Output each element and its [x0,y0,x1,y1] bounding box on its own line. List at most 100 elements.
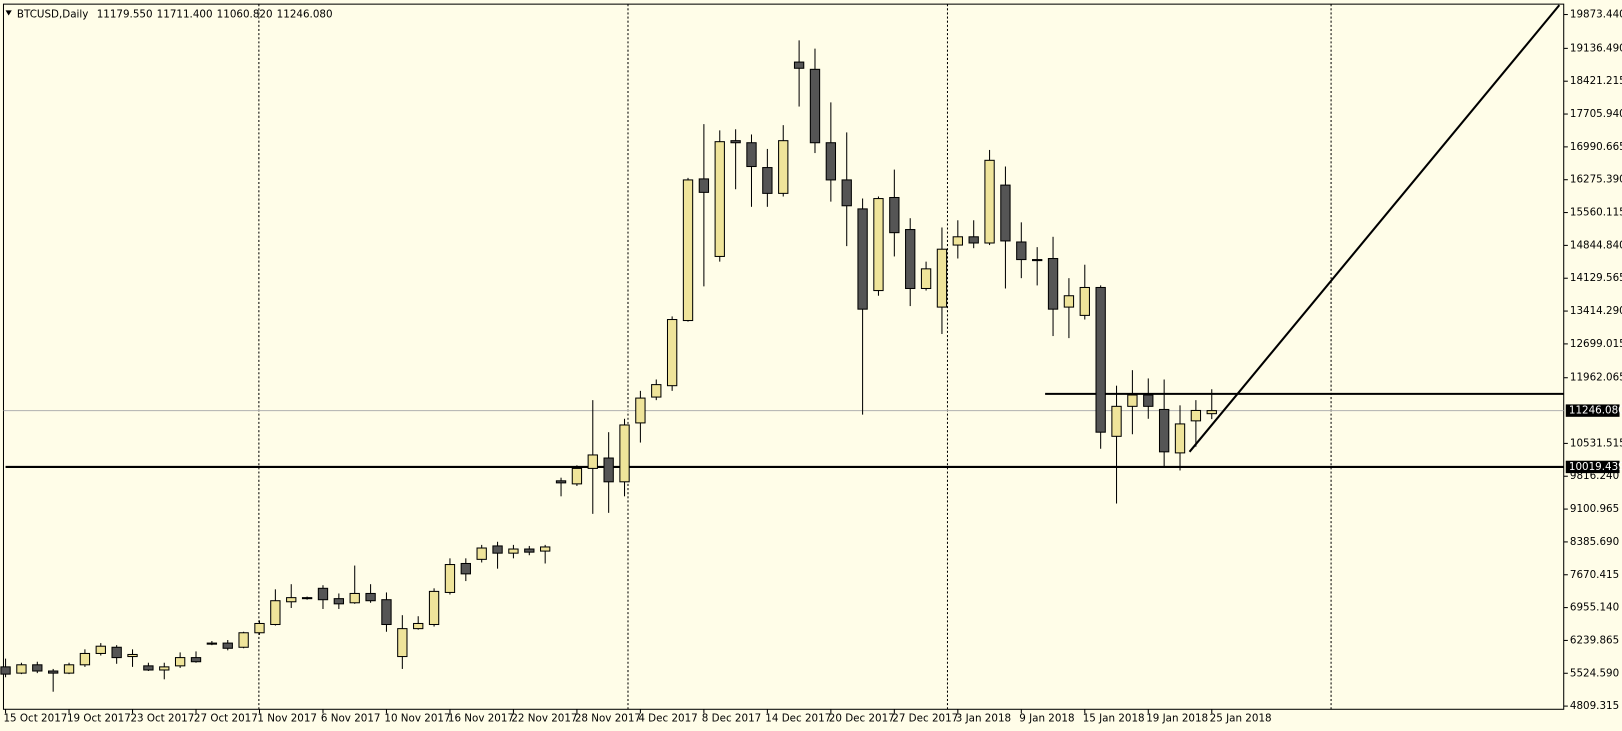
x-tick-label: 19 Oct 2017 [67,713,131,725]
x-tick-label: 27 Oct 2017 [194,713,258,725]
candle-body [587,454,598,469]
candle-body [222,642,233,649]
candle-body [1127,394,1138,407]
y-tick-label: 19873.440 [1570,9,1622,21]
y-tick-label: 19136.490 [1570,42,1622,54]
candle-body [301,597,313,600]
header-low: 11060.820 [217,8,273,20]
x-tick-label: 19 Jan 2018 [1146,713,1208,725]
x-tick-label: 4 Dec 2017 [638,713,697,725]
candle-body [365,592,376,602]
trendline [1188,4,1561,453]
candle-body [524,548,535,553]
candle-body [286,597,297,603]
y-tick-label: 5524.590 [1570,667,1619,679]
candle-body [746,142,757,168]
y-tick-label: 12699.015 [1570,338,1622,350]
candle-body [905,229,916,290]
candle-body [603,457,614,483]
candle-body [1063,295,1075,308]
x-tick-label: 9 Jan 2018 [1019,713,1074,725]
candle-body [254,622,265,634]
candle-body [555,480,567,484]
x-tick-label: 28 Nov 2017 [575,713,641,725]
candle-body [0,666,11,675]
x-tick-label: 8 Dec 2017 [702,713,761,725]
bid-box [1565,404,1620,417]
bid-label: 11246.080 [1569,405,1622,417]
candle-body [428,590,440,626]
candle-body [63,664,75,674]
y-tick-label: 9816.240 [1570,470,1619,482]
candle-body [47,670,59,674]
y-tick-label: 6239.865 [1570,634,1619,646]
menu-triangle [5,10,12,16]
y-tick-label: 15560.115 [1570,207,1622,219]
x-tick-label: 20 Dec 2017 [829,713,895,725]
y-tick-label: 18421.215 [1570,75,1622,87]
candle-body [793,61,805,69]
x-tick-label: 22 Nov 2017 [511,713,577,725]
candle-body [1000,184,1011,242]
x-tick-label: 25 Jan 2018 [1210,713,1272,725]
candle-body [1095,286,1106,433]
y-tick-label: 6955.140 [1570,602,1619,614]
x-tick-label: 1 Nov 2017 [257,713,317,725]
candle-body [79,652,91,666]
x-tick-label: 15 Oct 2017 [3,713,67,725]
candle-body [714,141,725,257]
candle-body [349,592,360,604]
candle-body [841,179,852,207]
candle-body [476,547,487,560]
candle-body [95,645,106,654]
candle-body [174,657,186,667]
candle-body [127,653,138,658]
candle-body [857,208,868,310]
candle-body [666,319,678,387]
x-tick-label: 15 Jan 2018 [1083,713,1145,725]
candle-body [32,664,43,672]
candle-body [1206,410,1217,415]
header-high: 11711.400 [157,8,213,20]
candle-body [206,642,218,645]
candle-body [762,167,773,194]
candle-body [778,140,789,194]
x-tick-label: 6 Nov 2017 [321,713,381,725]
x-tick-label: 10 Nov 2017 [384,713,450,725]
candle-body [619,424,630,483]
y-tick-label: 16990.665 [1570,141,1622,153]
candle-body [238,632,249,648]
chart-title: BTCUSD,Daily [17,8,89,20]
x-tick-label: 3 Jan 2018 [956,713,1011,725]
candle-body [936,248,948,308]
candle-body [540,546,551,552]
candle-body [270,600,281,626]
candle-body [889,196,900,234]
candle-body [825,142,837,181]
candle-body [381,599,392,626]
y-tick-label: 9100.965 [1570,503,1619,515]
header-close: 11246.080 [277,8,333,20]
candle-body [460,562,471,575]
candle-body [1158,408,1170,453]
hline-label: 10019.439 [1569,461,1622,473]
candle-body [333,598,345,605]
header-open: 11179.550 [97,8,153,20]
x-tick-label: 16 Nov 2017 [448,713,514,725]
y-tick-label: 11962.065 [1570,372,1622,384]
y-tick-label: 7670.415 [1570,569,1619,581]
candle-body [16,664,27,674]
candle-body [1047,257,1059,310]
candle-body [730,140,741,144]
chart-header: BTCUSD,Daily 11179.550 11711.400 11060.820 1… [17,8,333,20]
candle-body [397,628,408,658]
candle-body [492,545,503,554]
candle-body [159,666,170,671]
candle-body [968,236,979,244]
x-tick-label: 14 Dec 2017 [765,713,831,725]
y-tick-label: 14844.840 [1570,239,1622,251]
candle-body [1079,286,1090,316]
candle-body [920,268,932,290]
